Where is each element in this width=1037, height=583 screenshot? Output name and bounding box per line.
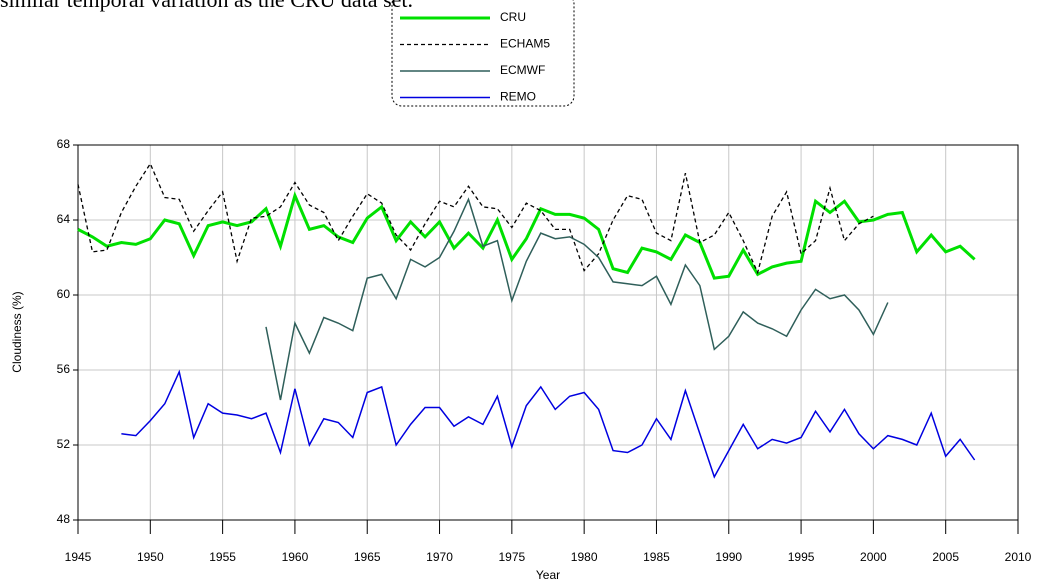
series-line — [77, 162, 874, 275]
legend-label: ECHAM5 — [500, 37, 550, 51]
legend-label: REMO — [500, 90, 536, 104]
series-line — [265, 197, 889, 401]
y-axis-label: Cloudiness (%) — [10, 291, 24, 372]
x-tick-label: 2000 — [860, 550, 887, 564]
x-tick-label: 1960 — [282, 550, 309, 564]
y-tick-label: 56 — [57, 362, 71, 376]
y-tick-label: 64 — [57, 212, 71, 226]
y-tick-label: 52 — [57, 437, 71, 451]
legend-label: CRU — [500, 10, 526, 24]
x-tick-label: 1950 — [137, 550, 164, 564]
x-tick-label: 1975 — [498, 550, 525, 564]
legend-label: ECMWF — [500, 63, 545, 77]
x-tick-label: 1985 — [643, 550, 670, 564]
x-tick-label: 1955 — [209, 550, 236, 564]
x-tick-label: 1945 — [65, 550, 92, 564]
series-line — [77, 191, 976, 280]
x-tick-label: 1970 — [426, 550, 453, 564]
x-tick-label: 1995 — [788, 550, 815, 564]
caption: similar temporal variation as the CRU da… — [0, 0, 413, 12]
x-tick-label: 1965 — [354, 550, 381, 564]
y-tick-label: 60 — [57, 287, 71, 301]
series-line — [121, 369, 976, 479]
x-axis-label: Year — [536, 568, 560, 582]
y-tick-label: 68 — [57, 137, 71, 151]
legend-box — [391, 0, 575, 107]
y-tick-label: 48 — [57, 512, 71, 526]
x-tick-label: 1980 — [571, 550, 598, 564]
x-tick-label: 2010 — [1005, 550, 1032, 564]
x-tick-label: 2005 — [932, 550, 959, 564]
x-tick-label: 1990 — [715, 550, 742, 564]
plot-frame — [77, 144, 1019, 521]
